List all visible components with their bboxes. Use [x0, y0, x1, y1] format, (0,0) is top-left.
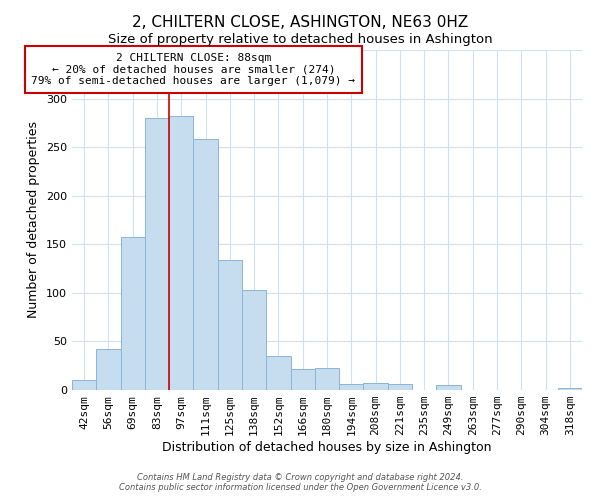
Text: Size of property relative to detached houses in Ashington: Size of property relative to detached ho…: [107, 32, 493, 46]
Bar: [169, 116, 193, 390]
Bar: [218, 260, 242, 390]
Bar: [145, 118, 169, 390]
Bar: [96, 349, 121, 390]
Bar: [121, 238, 145, 390]
Bar: [364, 383, 388, 390]
Bar: [388, 384, 412, 390]
Text: 2, CHILTERN CLOSE, ASHINGTON, NE63 0HZ: 2, CHILTERN CLOSE, ASHINGTON, NE63 0HZ: [132, 15, 468, 30]
Bar: [266, 356, 290, 390]
Bar: [242, 290, 266, 390]
Bar: [290, 368, 315, 390]
Bar: [72, 380, 96, 390]
Bar: [339, 384, 364, 390]
Text: Contains HM Land Registry data © Crown copyright and database right 2024.
Contai: Contains HM Land Registry data © Crown c…: [119, 473, 481, 492]
Bar: [436, 385, 461, 390]
Text: 2 CHILTERN CLOSE: 88sqm
← 20% of detached houses are smaller (274)
79% of semi-d: 2 CHILTERN CLOSE: 88sqm ← 20% of detache…: [31, 53, 355, 86]
Bar: [193, 140, 218, 390]
Bar: [558, 388, 582, 390]
Bar: [315, 368, 339, 390]
X-axis label: Distribution of detached houses by size in Ashington: Distribution of detached houses by size …: [162, 441, 492, 454]
Y-axis label: Number of detached properties: Number of detached properties: [28, 122, 40, 318]
